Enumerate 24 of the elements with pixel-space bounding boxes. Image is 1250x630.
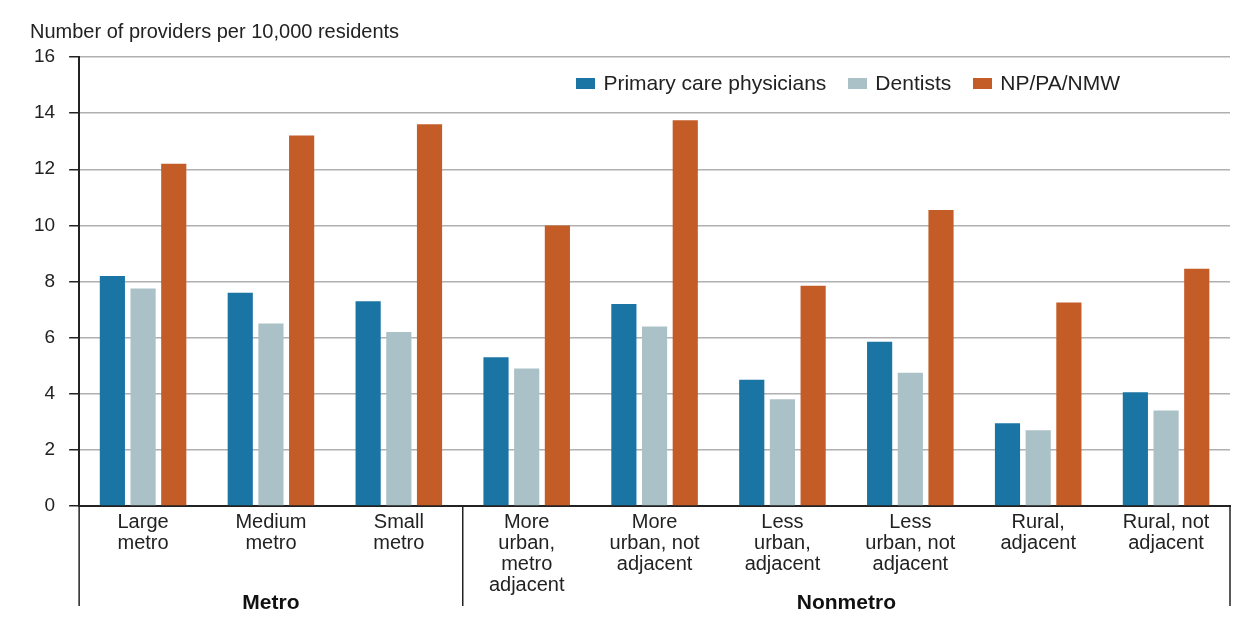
x-tick-label: More urban, metro adjacent xyxy=(488,510,565,596)
y-tick-label: 10 xyxy=(33,213,56,235)
y-tick-label: 2 xyxy=(44,438,56,460)
legend-label: NP/PA/NMW xyxy=(1000,71,1120,96)
x-tick-label: Small metro xyxy=(373,510,425,554)
x-tick-label: Rural, adjacent xyxy=(1000,510,1077,554)
x-tick-label: Rural, not adjacent xyxy=(1122,510,1210,554)
y-tick-label: 16 xyxy=(33,45,56,67)
y-tick-label: 6 xyxy=(44,325,56,347)
x-tick-label: Medium metro xyxy=(235,510,307,554)
y-tick-label: 14 xyxy=(33,101,56,123)
legend-label: Dentists xyxy=(875,71,952,96)
y-tick-label: 12 xyxy=(33,157,56,179)
legend-label: Primary care physicians xyxy=(603,71,827,96)
text: Nonmetro xyxy=(796,589,896,613)
text: Metro xyxy=(242,589,300,613)
x-tick-label: Less urban, adjacent xyxy=(744,510,821,575)
x-tick-label: Less urban, not adjacent xyxy=(865,510,956,575)
y-tick-label: 8 xyxy=(44,269,56,291)
x-tick-label: Large metro xyxy=(117,510,169,554)
x-tick-label: More urban, not adjacent xyxy=(609,510,701,575)
y-tick-label: 0 xyxy=(44,494,56,516)
y-axis-title: Number of providers per 10,000 residents xyxy=(30,20,400,43)
y-tick-label: 4 xyxy=(44,381,56,403)
